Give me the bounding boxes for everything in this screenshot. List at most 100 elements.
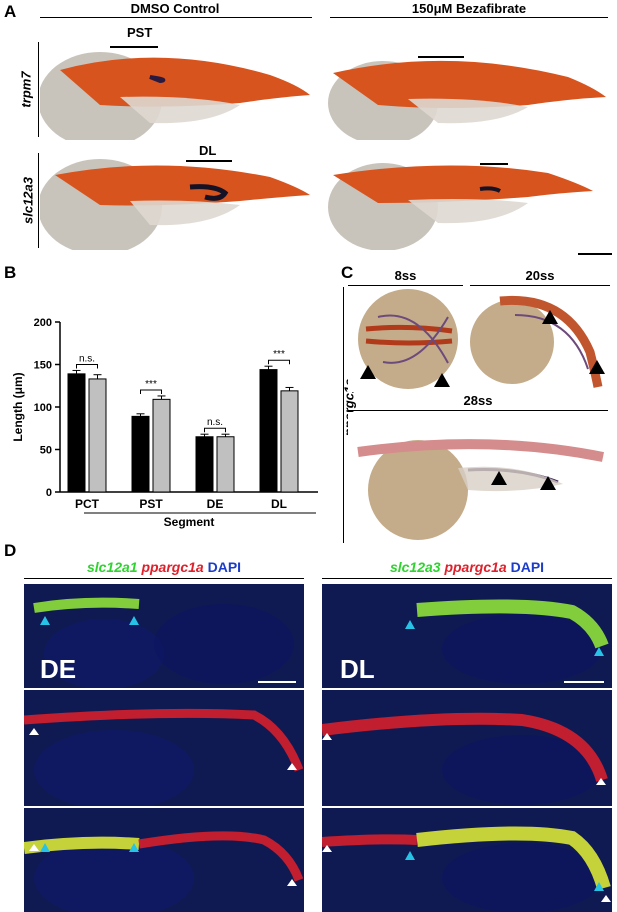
- fluor-de-merge: [24, 808, 304, 912]
- embryo-image-dmso-slc12a3: [40, 145, 312, 250]
- y-tick-label: 100: [34, 402, 52, 414]
- cyan-arrowhead-8: [594, 882, 604, 891]
- segment-bar-dl: [186, 160, 232, 162]
- significance-label: n.s.: [207, 417, 223, 428]
- tag-de: DE: [40, 654, 77, 684]
- stage-28ss-rule: [348, 410, 608, 411]
- embryo-image-28ss: [348, 412, 610, 542]
- white-arrowhead-5: [29, 844, 39, 851]
- panel-c-bracket: [343, 287, 344, 543]
- stage-20ss: 20ss: [525, 268, 555, 283]
- segment-bar-dl-treated: [480, 163, 508, 165]
- embryo-image-bezafibrate-trpm7: [328, 25, 608, 140]
- bar-de-2: [216, 436, 235, 493]
- white-arrowhead-2: [287, 763, 297, 770]
- title-left: slc12a1 ppargc1a DAPI: [24, 559, 304, 575]
- significance-label: n.s.: [79, 353, 95, 364]
- cyan-arrowhead-1: [40, 616, 50, 625]
- title-right-green: slc12a3: [389, 559, 441, 575]
- category-label-dl: DL: [271, 497, 287, 511]
- stage-8ss: 8ss: [394, 268, 417, 283]
- category-label-de: DE: [207, 497, 224, 511]
- embryo-image-bezafibrate-slc12a3: [328, 145, 608, 250]
- tag-dl: DL: [340, 654, 375, 684]
- segment-bar-pst-treated: [418, 56, 464, 58]
- arrowhead-28ss-left: [491, 471, 507, 485]
- y-tick-label: 50: [40, 445, 52, 457]
- cyan-arrowhead-6: [129, 843, 139, 852]
- white-arrowhead-7: [322, 845, 332, 852]
- segment-bar-pst: [110, 46, 158, 48]
- significance-bracket: [268, 359, 290, 365]
- segment-label-dl: DL: [199, 143, 217, 158]
- arrowhead-28ss-right: [540, 476, 556, 490]
- scale-bar-a: [578, 253, 612, 255]
- scale-bar-d-right: [564, 681, 604, 683]
- scale-bar-d-left: [258, 681, 296, 683]
- bar-pct-2: [88, 378, 107, 493]
- title-left-red: ppargc1a: [141, 559, 204, 575]
- bar-de-1: [195, 436, 214, 493]
- title-right: slc12a3 ppargc1a DAPI: [322, 559, 612, 575]
- title-right-red: ppargc1a: [444, 559, 507, 575]
- significance-label: ***: [273, 349, 285, 360]
- bar-pst-2: [152, 398, 171, 493]
- gene-label-slc12a3: slc12a3: [20, 177, 36, 224]
- bar-dl-2: [280, 390, 299, 493]
- white-arrowhead-8: [601, 895, 611, 902]
- bar-pct-1: [67, 373, 86, 493]
- cyan-arrowhead-7: [405, 851, 415, 860]
- cyan-arrowhead-2: [129, 616, 139, 625]
- y-tick-label: 150: [34, 360, 52, 372]
- significance-label: ***: [145, 379, 157, 390]
- header-rule-2: [330, 17, 608, 18]
- fluor-de-green: [24, 584, 304, 688]
- cyan-arrowhead-4: [594, 647, 604, 656]
- category-label-pct: PCT: [75, 497, 100, 511]
- arrowhead-8ss-left: [360, 365, 376, 379]
- stage-8ss-rule: [348, 285, 463, 286]
- arrowhead-20ss-top: [542, 310, 558, 324]
- fluor-dl-red: [322, 690, 612, 806]
- white-arrowhead-4: [596, 778, 606, 785]
- header-rule-1: [40, 17, 312, 18]
- y-tick-label: 0: [46, 487, 52, 499]
- stage-20ss-rule: [470, 285, 610, 286]
- gene-label-trpm7: trpm7: [18, 71, 34, 108]
- white-arrowhead-3: [322, 733, 332, 740]
- y-axis-label: Length (μm): [11, 372, 25, 441]
- significance-bracket: [204, 427, 226, 433]
- title-left-rule: [24, 578, 304, 579]
- white-arrowhead-1: [29, 728, 39, 735]
- arrowhead-20ss-tail: [589, 360, 605, 374]
- title-left-blue: DAPI: [207, 559, 242, 575]
- x-axis-label: Segment: [164, 515, 215, 529]
- white-arrowhead-6: [287, 879, 297, 886]
- significance-bracket: [140, 389, 162, 394]
- significance-bracket: [76, 363, 98, 369]
- fluor-dl-merge: [322, 808, 612, 912]
- title-left-green: slc12a1: [86, 559, 138, 575]
- panel-d-label: D: [4, 541, 17, 560]
- stage-28ss: 28ss: [463, 393, 493, 408]
- dmso-control-header: DMSO Control: [130, 1, 220, 16]
- title-right-blue: DAPI: [510, 559, 545, 575]
- y-tick-label: 200: [34, 317, 52, 329]
- arrowhead-8ss-right: [434, 373, 450, 387]
- segment-label-pst: PST: [127, 25, 153, 40]
- bar-dl-1: [259, 369, 278, 493]
- bezafibrate-header: 150μM Bezafibrate: [411, 1, 527, 16]
- embryo-image-dmso-trpm7: [40, 25, 312, 140]
- cyan-arrowhead-5: [40, 843, 50, 852]
- category-label-pst: PST: [139, 497, 163, 511]
- bar-pst-1: [131, 415, 150, 493]
- row2-bracket: [38, 153, 39, 248]
- panel-a-label: A: [4, 2, 17, 21]
- cyan-arrowhead-3: [405, 620, 415, 629]
- fluor-dl-green: [322, 584, 612, 688]
- panel-c-label: C: [341, 263, 354, 282]
- segment-length-chart: Length (μm) Segment 0 50 100 150 200 n.s. PCT *…: [11, 317, 318, 529]
- fluor-de-red: [24, 690, 304, 806]
- row1-bracket: [38, 42, 39, 137]
- embryo-image-20ss: [470, 287, 610, 392]
